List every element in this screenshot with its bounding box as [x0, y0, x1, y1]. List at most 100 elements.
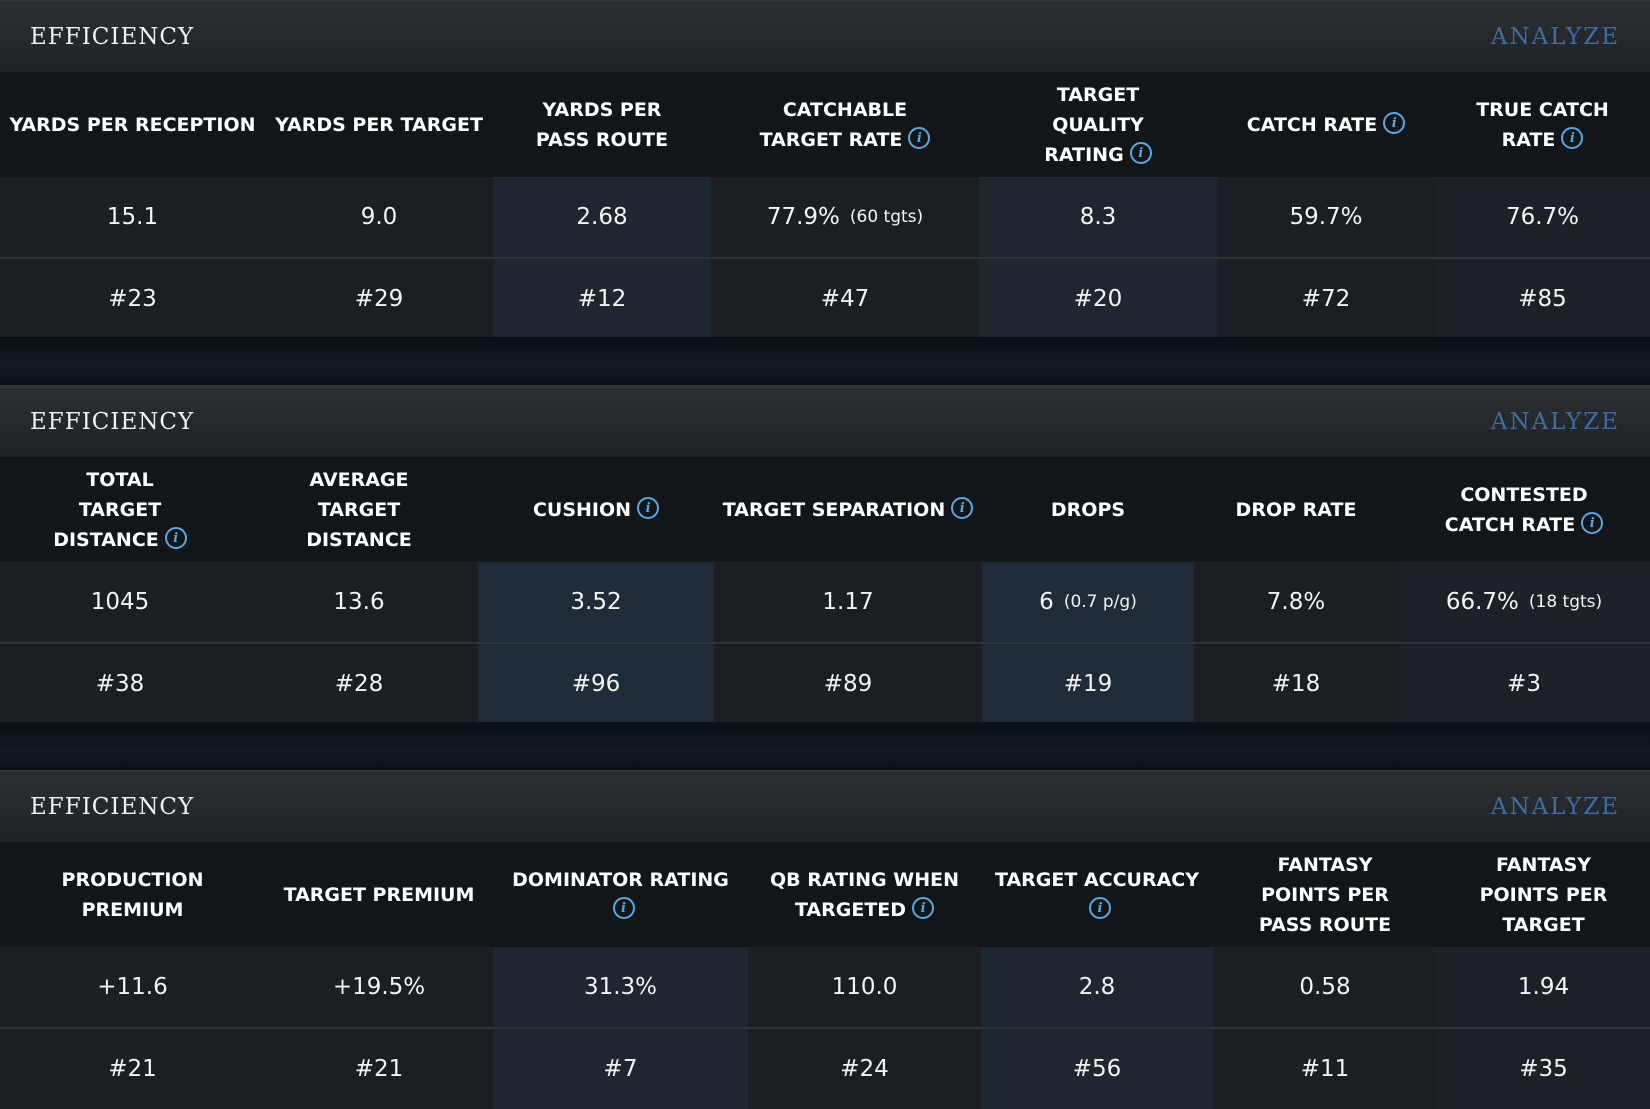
column-header-text: FANTASY POINTS PER TARGET	[1454, 850, 1634, 940]
info-circle-icon[interactable]: i	[612, 897, 635, 919]
stat-rank: #56	[1072, 1056, 1122, 1082]
column-header-text: CUSHION i	[533, 495, 660, 525]
stat-rank: #38	[95, 671, 145, 697]
column-header-text: CATCHABLE TARGET RATE i	[745, 95, 945, 155]
stat-rank: #72	[1301, 286, 1351, 312]
stat-rank-cell: #47	[711, 259, 979, 339]
info-circle-icon[interactable]: i	[908, 127, 931, 149]
stat-value-cell: 31.3%	[493, 947, 748, 1029]
column-header-text: YARDS PER RECEPTION	[9, 110, 255, 140]
stat-rank-cell: #3	[1398, 644, 1650, 724]
column-header-label: DROP RATE	[1235, 498, 1357, 521]
column-header: TARGET PREMIUM	[265, 842, 493, 947]
stat-value: 1045	[90, 589, 150, 615]
analyze-link[interactable]: ANALYZE	[1490, 793, 1620, 820]
analyze-link[interactable]: ANALYZE	[1490, 23, 1620, 50]
stat-value: 110.0	[831, 974, 898, 1000]
stat-value-cell: 76.7%	[1435, 177, 1650, 259]
stat-value-cell: 1.94	[1437, 947, 1650, 1029]
stat-value: 2.8	[1078, 974, 1116, 1000]
stat-value-cell: 1045	[0, 562, 240, 644]
info-circle-icon[interactable]: i	[1581, 512, 1604, 534]
column-header-label: QB RATING WHEN TARGETED	[770, 868, 959, 921]
panel-separator	[0, 722, 1650, 770]
stat-rank: #3	[1507, 671, 1541, 697]
stat-value-cell: 1.17	[714, 562, 982, 644]
stats-panel: EFFICIENCY ANALYZE PRODUCTION PREMIUM TARGE…	[0, 770, 1650, 1109]
stat-rank: #21	[354, 1056, 404, 1082]
info-circle-icon[interactable]: i	[1561, 127, 1584, 149]
column-header-text: TARGET SEPARATION i	[723, 495, 974, 525]
stat-value: 0.58	[1299, 974, 1351, 1000]
column-header-text: TARGET QUALITY RATING i	[1018, 80, 1178, 170]
column-header-label: TARGET PREMIUM	[283, 883, 475, 906]
stat-value: 1.17	[822, 589, 874, 615]
column-header: DOMINATOR RATING i	[493, 842, 748, 947]
column-header-label: CONTESTED CATCH RATE	[1444, 483, 1588, 536]
panel-header: EFFICIENCY ANALYZE	[0, 770, 1650, 842]
column-header-text: TARGET ACCURACY i	[989, 865, 1205, 925]
column-header: CATCHABLE TARGET RATE i	[711, 72, 979, 177]
analyze-link[interactable]: ANALYZE	[1490, 408, 1620, 435]
stat-rank: #28	[334, 671, 384, 697]
stats-panel: EFFICIENCY ANALYZE TOTAL TARGET DISTANCE i A…	[0, 385, 1650, 724]
info-circle-icon[interactable]: i	[164, 527, 187, 549]
stat-value: 31.3%	[583, 974, 658, 1000]
info-circle-icon[interactable]: i	[1089, 897, 1111, 919]
column-header: DROPS	[982, 457, 1194, 562]
column-header: FANTASY POINTS PER TARGET	[1437, 842, 1650, 947]
column-header: TARGET QUALITY RATING i	[979, 72, 1217, 177]
stat-value-cell: 0.58	[1213, 947, 1437, 1029]
column-header-text: CONTESTED CATCH RATE i	[1424, 480, 1624, 540]
column-header: DROP RATE	[1194, 457, 1398, 562]
stat-value: 8.3	[1079, 204, 1117, 230]
column-header-text: DOMINATOR RATING i	[501, 865, 740, 925]
stat-value-cell: 9.0	[265, 177, 493, 259]
stat-value-cell: 15.1	[0, 177, 265, 259]
column-header: YARDS PER PASS ROUTE	[493, 72, 711, 177]
column-header-label: AVERAGE TARGET DISTANCE	[306, 468, 412, 551]
info-circle-icon[interactable]: i	[1129, 142, 1152, 164]
stat-value-detail: (60 tgts)	[849, 207, 924, 227]
stat-value: 3.52	[570, 589, 622, 615]
column-header: CONTESTED CATCH RATE i	[1398, 457, 1650, 562]
stat-rank-cell: #72	[1217, 259, 1435, 339]
stat-value: 59.7%	[1289, 204, 1363, 230]
stat-rank-cell: #24	[748, 1029, 981, 1109]
column-header: CATCH RATE i	[1217, 72, 1435, 177]
stat-value: 6	[1039, 589, 1054, 615]
column-header-text: TARGET PREMIUM	[284, 880, 475, 910]
column-header-label: FANTASY POINTS PER PASS ROUTE	[1258, 853, 1392, 936]
stat-rank: #11	[1300, 1056, 1350, 1082]
stat-rank: #12	[577, 286, 627, 312]
column-header-label: DOMINATOR RATING	[512, 868, 729, 891]
stat-rank: #21	[108, 1056, 157, 1082]
stat-rank: #35	[1519, 1056, 1568, 1082]
stat-value-cell: 2.68	[493, 177, 711, 259]
stat-rank: #85	[1518, 286, 1567, 312]
info-circle-icon[interactable]: i	[1383, 112, 1406, 134]
stat-value: 15.1	[106, 204, 159, 230]
info-circle-icon[interactable]: i	[637, 497, 660, 519]
stat-rank: #19	[1063, 671, 1113, 697]
column-header: YARDS PER RECEPTION	[0, 72, 265, 177]
info-circle-icon[interactable]: i	[951, 497, 974, 519]
column-header: AVERAGE TARGET DISTANCE	[240, 457, 478, 562]
stat-value-cell: 66.7% (18 tgts)	[1398, 562, 1650, 644]
stat-value-cell: 7.8%	[1194, 562, 1398, 644]
stat-value-cell: 13.6	[240, 562, 478, 644]
stat-value: +11.6	[97, 974, 168, 1000]
stat-rank-cell: #85	[1435, 259, 1650, 339]
stat-value-cell: 8.3	[979, 177, 1217, 259]
stat-value-cell: 6 (0.7 p/g)	[982, 562, 1194, 644]
stat-rank-cell: #7	[493, 1029, 748, 1109]
stat-value: 1.94	[1517, 974, 1570, 1000]
column-header-text: QB RATING WHEN TARGETED i	[770, 865, 960, 925]
stat-rank-cell: #12	[493, 259, 711, 339]
stat-rank-cell: #35	[1437, 1029, 1650, 1109]
stat-rank: #24	[840, 1056, 889, 1082]
column-header-text: AVERAGE TARGET DISTANCE	[269, 465, 449, 555]
info-circle-icon[interactable]: i	[912, 897, 935, 919]
column-header-label: YARDS PER TARGET	[275, 113, 483, 136]
column-header-text: TRUE CATCH RATE i	[1458, 95, 1628, 155]
